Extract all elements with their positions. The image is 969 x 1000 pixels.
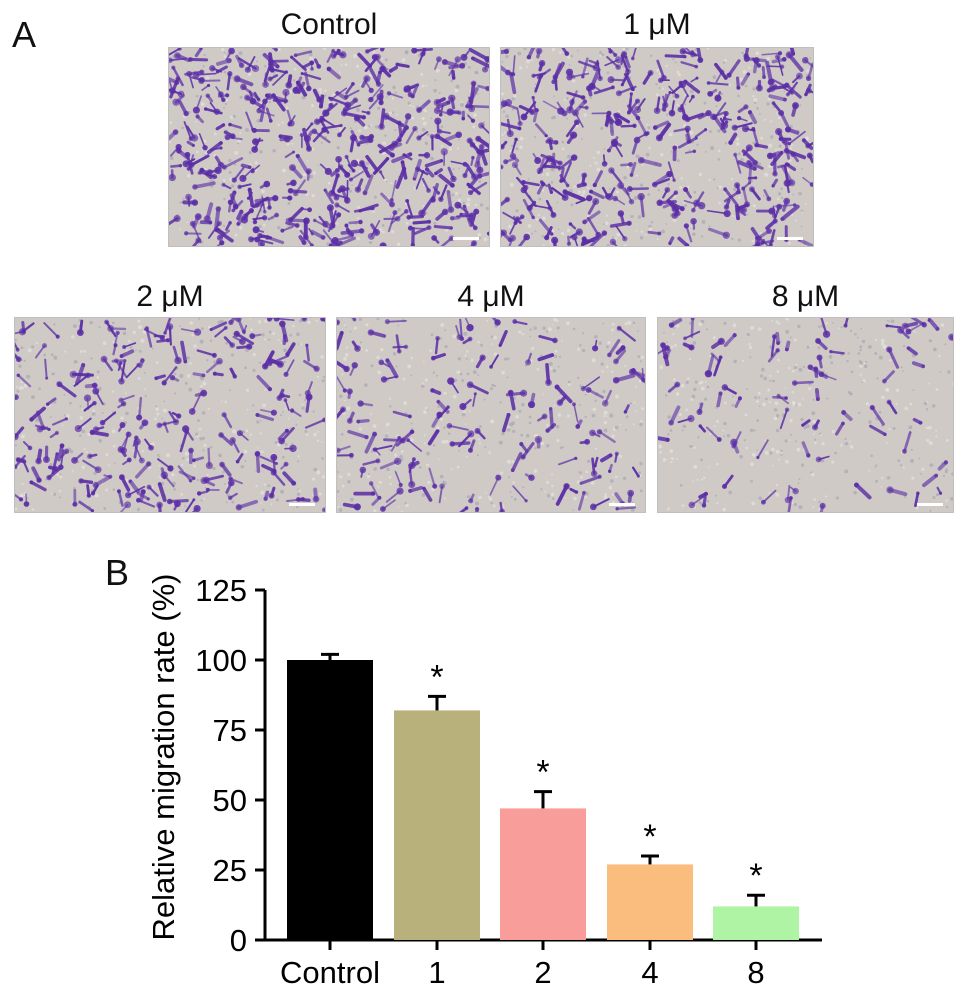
x-axis: Control 1 2 4 8: [265, 938, 822, 990]
y-tick-label: 0: [230, 923, 247, 958]
significance-marker: *: [643, 818, 656, 856]
micrograph-image: [658, 318, 953, 512]
micrograph-control: [168, 47, 490, 247]
bar-1: [394, 710, 480, 940]
significance-marker: *: [749, 857, 762, 895]
panel-b-label: B: [105, 552, 130, 593]
micrograph-image: [15, 318, 325, 512]
micrograph-2um: [14, 317, 326, 513]
micrograph-image: [501, 48, 813, 246]
y-tick-label: 75: [213, 713, 247, 748]
micrograph-4um: [336, 317, 646, 513]
y-axis: 0 25 50 75 100 125: [195, 573, 267, 958]
micrograph-title-control: Control: [280, 8, 378, 41]
y-tick-label: 25: [213, 853, 247, 888]
migration-bar-chart: 0 25 50 75 100 125 Control 1 2 4 8 * * * * Relative …: [146, 573, 822, 990]
micrograph-title-1um: 1 μM: [623, 8, 691, 41]
x-tick-label: 2: [534, 955, 551, 990]
x-tick-label: 1: [428, 955, 445, 990]
micrograph-image: [337, 318, 645, 512]
micrograph-1um: [500, 47, 814, 247]
bar-2: [500, 808, 586, 940]
x-tick-label: 4: [641, 955, 658, 990]
significance-marker: *: [536, 754, 549, 792]
y-tick-label: 125: [195, 573, 247, 608]
x-tick-label: 8: [747, 955, 764, 990]
bar-control: [287, 660, 373, 940]
bar-series: * * * *: [287, 652, 799, 940]
micrograph-title-4um: 4 μM: [457, 280, 525, 313]
panel-a-label: A: [12, 14, 37, 55]
micrograph-image: [169, 48, 489, 246]
bar-4: [607, 864, 693, 940]
micrograph-title-2um: 2 μM: [136, 280, 204, 313]
bar-8: [713, 906, 799, 940]
y-tick-label: 100: [195, 643, 247, 678]
micrograph-8um: [657, 317, 954, 513]
x-tick-label: Control: [280, 955, 380, 990]
y-axis-label: Relative migration rate (%): [146, 574, 181, 941]
y-tick-label: 50: [213, 783, 247, 818]
micrograph-title-8um: 8 μM: [771, 280, 840, 313]
significance-marker: *: [430, 658, 443, 696]
